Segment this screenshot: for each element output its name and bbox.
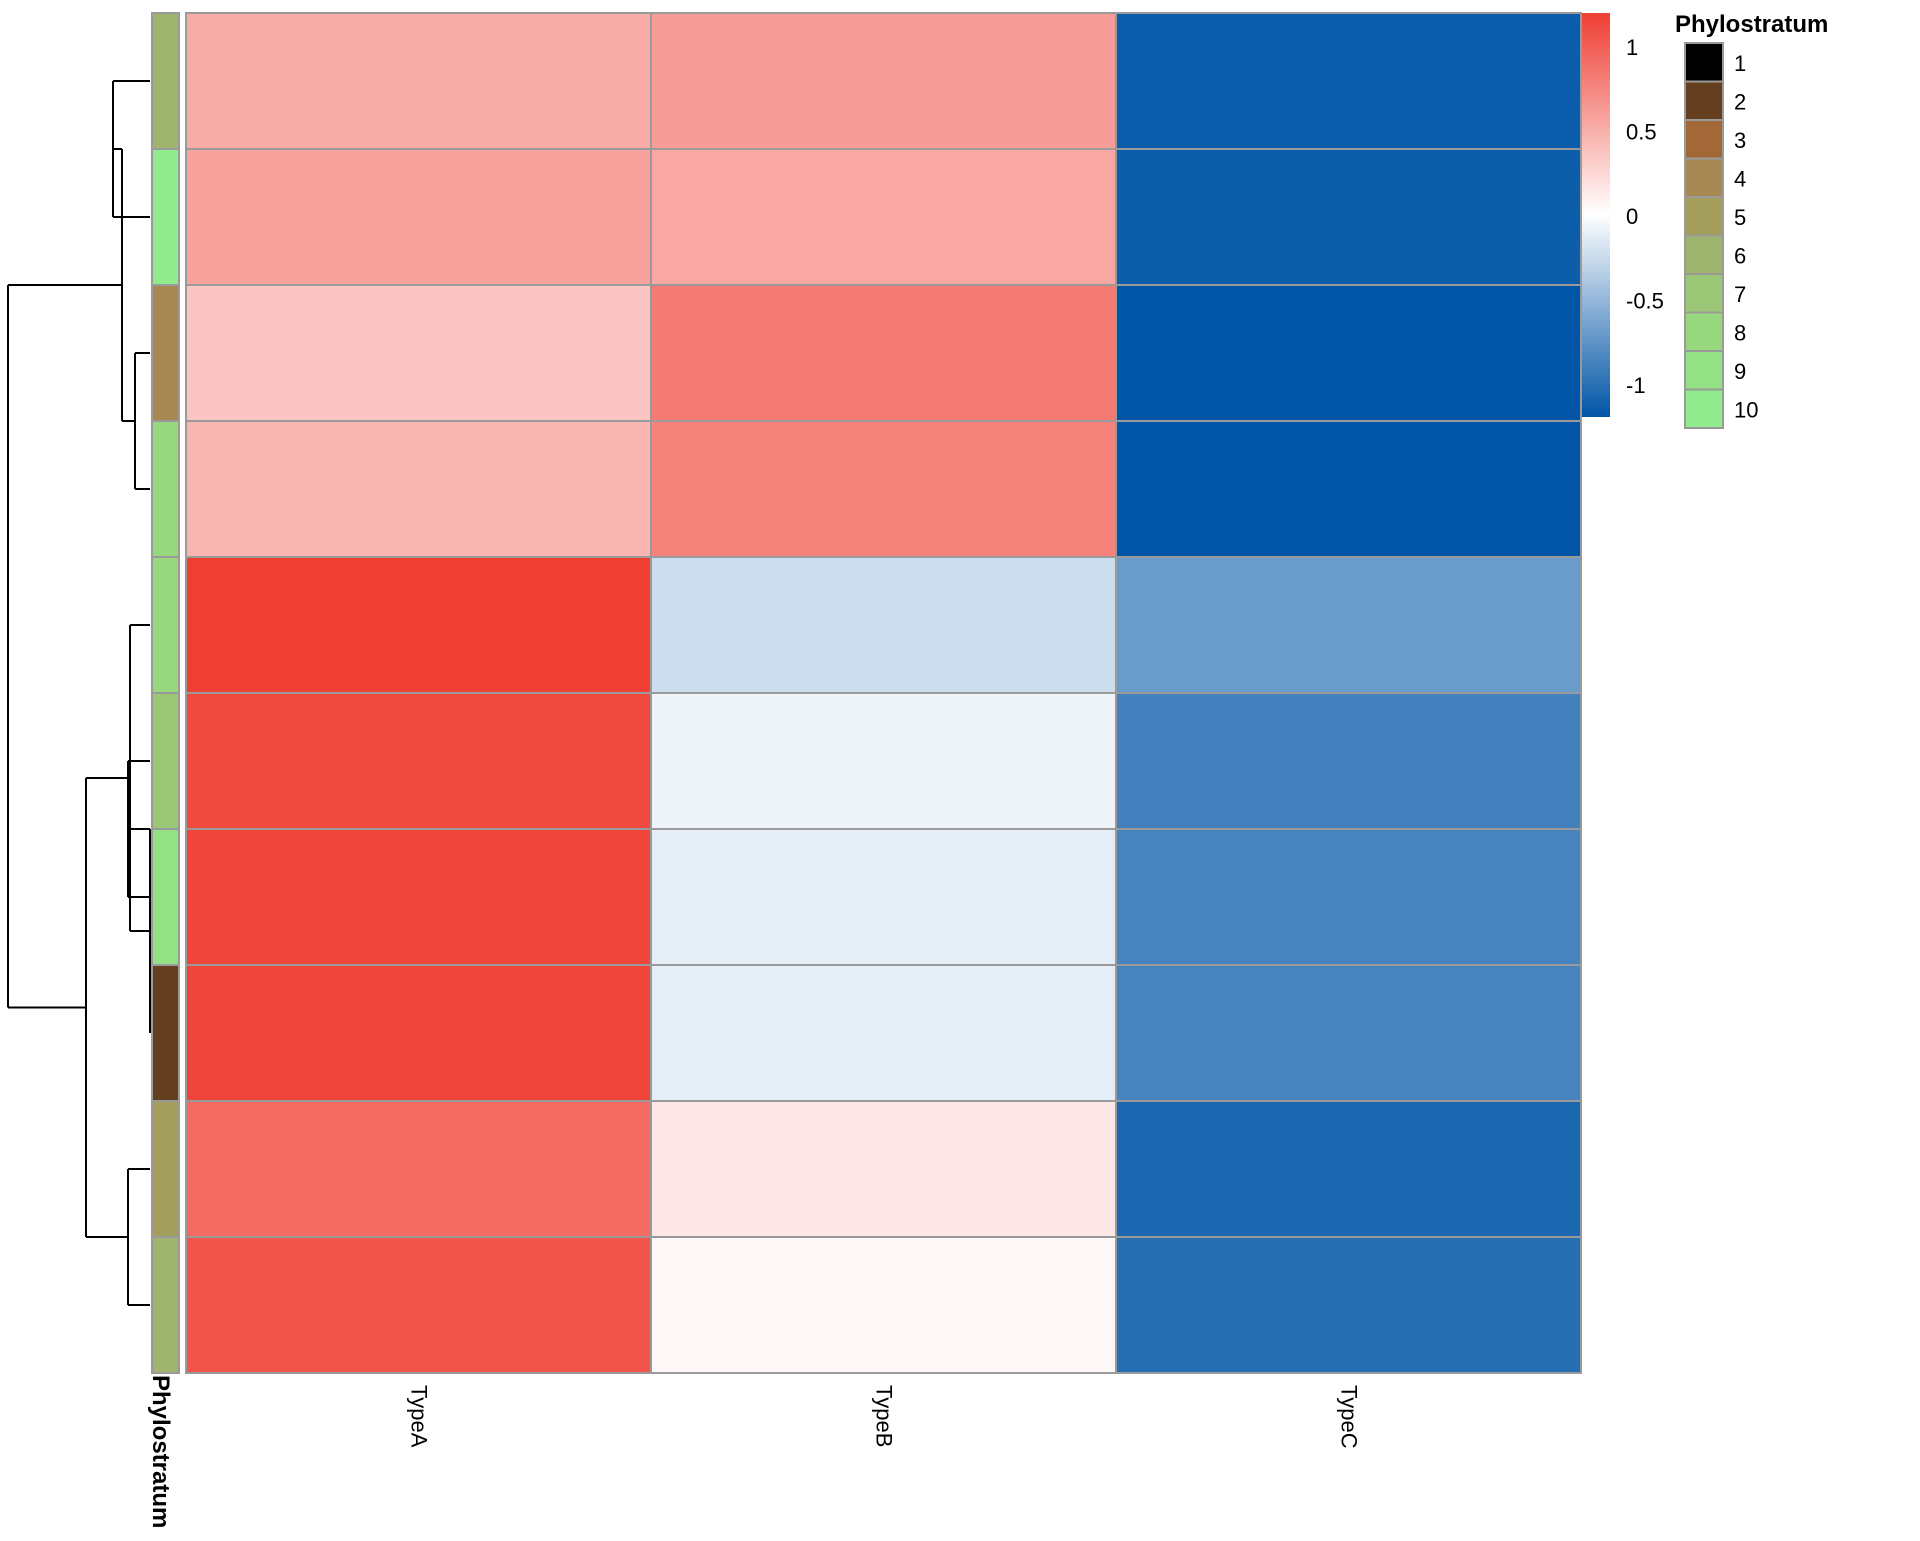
heatmap-cell — [1115, 692, 1582, 830]
legend-item-label: 7 — [1734, 282, 1746, 307]
column-label: TypeA — [407, 1385, 432, 1448]
legend-swatch — [1684, 80, 1724, 121]
legend-swatch — [1684, 196, 1724, 237]
heatmap-cell — [650, 828, 1117, 966]
annotation-cell — [151, 148, 180, 286]
legend-item-label: 9 — [1734, 359, 1746, 384]
color-scale-tick-label: -1 — [1626, 373, 1646, 398]
heatmap-cell — [185, 420, 652, 558]
annotation-axis-title: Phylostratum — [147, 1375, 174, 1528]
legend-swatch — [1684, 157, 1724, 198]
annotation-cell — [151, 964, 180, 1102]
heatmap-cell — [650, 420, 1117, 558]
heatmap-cell — [1115, 964, 1582, 1102]
legend-item-label: 4 — [1734, 167, 1746, 192]
heatmap-cell — [1115, 828, 1582, 966]
heatmap-cell — [650, 964, 1117, 1102]
annotation-cell — [151, 692, 180, 830]
legend-item-label: 10 — [1734, 398, 1758, 423]
legend-swatch — [1684, 273, 1724, 314]
color-scale-tick-label: 0 — [1626, 204, 1638, 229]
legend-swatch — [1684, 311, 1724, 352]
annotation-cell — [151, 12, 180, 150]
heatmap-cell — [650, 692, 1117, 830]
annotation-cell — [151, 1236, 180, 1374]
heatmap-cell — [185, 1100, 652, 1238]
legend-swatch — [1684, 350, 1724, 391]
annotation-cell — [151, 1100, 180, 1238]
heatmap-cell — [1115, 284, 1582, 422]
heatmap-cell — [650, 1236, 1117, 1374]
heatmap-cell — [650, 1100, 1117, 1238]
legend-swatch — [1684, 234, 1724, 275]
column-label: TypeB — [872, 1385, 897, 1447]
heatmap-cell — [185, 284, 652, 422]
heatmap-cell — [185, 692, 652, 830]
heatmap-cell — [1115, 420, 1582, 558]
heatmap-cell — [185, 556, 652, 694]
heatmap-cell — [185, 964, 652, 1102]
heatmap-cell — [185, 12, 652, 150]
color-scale-bar — [1582, 13, 1610, 417]
legend-swatch — [1684, 42, 1724, 83]
column-labels: TypeA TypeB TypeC — [407, 1385, 1362, 1449]
legend-swatch — [1684, 388, 1724, 429]
color-scale-legend: 1 0.5 0 -0.5 -1 — [1582, 13, 1664, 417]
legend-item-label: 8 — [1734, 321, 1746, 346]
heatmap-cell — [185, 828, 652, 966]
annotation-cell — [151, 284, 180, 422]
legend-item-label: 2 — [1734, 90, 1746, 115]
phylostratum-legend: Phylostratum 1 2 3 4 5 6 7 8 9 10 — [1675, 11, 1828, 429]
legend-item-label: 6 — [1734, 244, 1746, 269]
heatmap-cell — [185, 148, 652, 286]
color-scale-tick-label: -0.5 — [1626, 288, 1664, 313]
heatmap-cell — [185, 1236, 652, 1374]
heatmap-cell — [1115, 12, 1582, 150]
annotation-cell — [151, 828, 180, 966]
annotation-cell — [151, 420, 180, 558]
column-label: TypeC — [1337, 1385, 1362, 1449]
heatmap-cell — [1115, 148, 1582, 286]
annotation-cell — [151, 556, 180, 694]
heatmap-cell — [650, 556, 1117, 694]
heatmap-cells — [185, 12, 1582, 1374]
row-dendrogram — [7, 80, 151, 1306]
heatmap-cell — [1115, 1236, 1582, 1374]
heatmap-cell — [1115, 1100, 1582, 1238]
legend-swatch — [1684, 119, 1724, 160]
heatmap-cell — [650, 284, 1117, 422]
legend-item-label: 3 — [1734, 128, 1746, 153]
legend-item-label: 1 — [1734, 51, 1746, 76]
legend-title: Phylostratum — [1675, 11, 1828, 38]
heatmap-cell — [650, 12, 1117, 150]
color-scale-tick-label: 1 — [1626, 35, 1638, 60]
heatmap-cell — [650, 148, 1117, 286]
color-scale-tick-label: 0.5 — [1626, 119, 1657, 144]
heatmap-cell — [1115, 556, 1582, 694]
legend-item-label: 5 — [1734, 205, 1746, 230]
annotation-column — [151, 12, 180, 1374]
